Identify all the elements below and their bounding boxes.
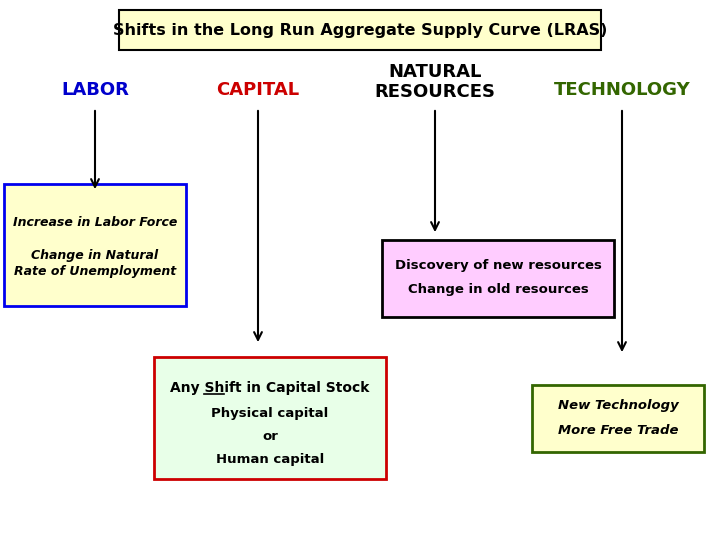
FancyBboxPatch shape	[4, 184, 186, 306]
Text: More Free Trade: More Free Trade	[558, 423, 678, 436]
Text: TECHNOLOGY: TECHNOLOGY	[554, 81, 690, 99]
Text: CAPITAL: CAPITAL	[217, 81, 300, 99]
Text: Shifts in the Long Run Aggregate Supply Curve (LRAS): Shifts in the Long Run Aggregate Supply …	[113, 23, 607, 37]
Text: Change in Natural: Change in Natural	[32, 248, 158, 261]
FancyBboxPatch shape	[382, 240, 614, 316]
FancyBboxPatch shape	[532, 384, 704, 451]
Text: New Technology: New Technology	[557, 400, 678, 413]
Text: Change in old resources: Change in old resources	[408, 284, 588, 296]
Text: LABOR: LABOR	[61, 81, 129, 99]
Text: Discovery of new resources: Discovery of new resources	[395, 260, 601, 273]
FancyBboxPatch shape	[119, 10, 601, 50]
FancyBboxPatch shape	[154, 357, 386, 479]
Text: Rate of Unemployment: Rate of Unemployment	[14, 265, 176, 278]
Text: Physical capital: Physical capital	[212, 407, 328, 420]
Text: Increase in Labor Force: Increase in Labor Force	[13, 217, 177, 230]
Text: NATURAL
RESOURCES: NATURAL RESOURCES	[374, 63, 495, 102]
Text: Any Shift in Capital Stock: Any Shift in Capital Stock	[171, 381, 369, 395]
Text: Human capital: Human capital	[216, 453, 324, 465]
Text: or: or	[262, 429, 278, 442]
